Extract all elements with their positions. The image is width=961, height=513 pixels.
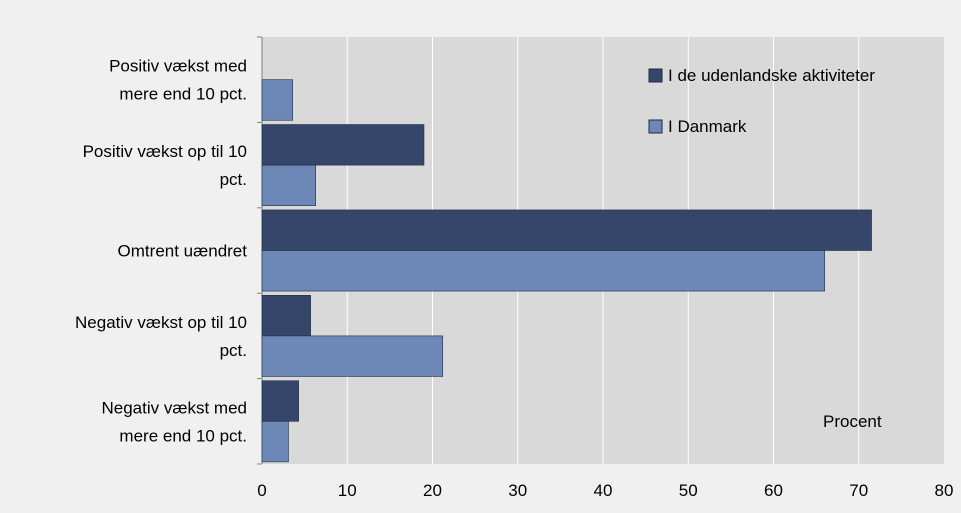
bar-udenlandske-4 — [261, 380, 299, 422]
bar-danmark-4 — [261, 420, 289, 463]
category-label: Omtrent uændret — [118, 242, 248, 261]
legend-label-udenlandske: I de udenlandske aktiviteter — [668, 66, 875, 85]
x-tick-label-60: 60 — [764, 481, 783, 500]
x-tick-label-80: 80 — [935, 481, 954, 500]
category-label: pct. — [220, 170, 247, 189]
unit-label: Procent — [823, 412, 882, 431]
category-label: Negativ vækst op til 10 — [75, 313, 247, 332]
category-labels: Positiv vækst med mere end 10 pct. Positiv… — [75, 57, 247, 446]
category-label: mere end 10 pct. — [119, 426, 247, 445]
bar-udenlandske-1 — [261, 124, 425, 166]
x-tick-label-70: 70 — [849, 481, 868, 500]
x-tick-label-20: 20 — [423, 481, 442, 500]
category-label: pct. — [220, 341, 247, 360]
x-tick-label-30: 30 — [508, 481, 527, 500]
category-label: Positiv vækst op til 10 — [83, 142, 247, 161]
bar-danmark-3 — [261, 335, 444, 377]
category-label: Positiv vækst med — [109, 57, 247, 76]
category-label: Negativ vækst med — [102, 398, 248, 417]
bars — [261, 79, 872, 463]
x-tick-label-0: 0 — [257, 481, 266, 500]
x-tick-label-50: 50 — [679, 481, 698, 500]
bar-udenlandske-3 — [261, 295, 311, 337]
legend-swatch-udenlandske — [648, 68, 663, 83]
bar-danmark-1 — [261, 164, 317, 206]
legend-label-danmark: I Danmark — [668, 117, 747, 136]
x-axis-ticks: 0 10 20 30 40 50 60 70 80 — [257, 481, 953, 500]
x-tick-label-10: 10 — [338, 481, 357, 500]
bar-danmark-2 — [261, 250, 825, 292]
bar-udenlandske-2 — [261, 209, 872, 251]
legend-swatch-danmark — [648, 119, 663, 134]
x-tick-label-40: 40 — [594, 481, 613, 500]
bar-danmark-0 — [261, 79, 293, 121]
category-label: mere end 10 pct. — [119, 85, 247, 104]
legend: I de udenlandske aktiviteter I Danmark — [648, 66, 875, 136]
